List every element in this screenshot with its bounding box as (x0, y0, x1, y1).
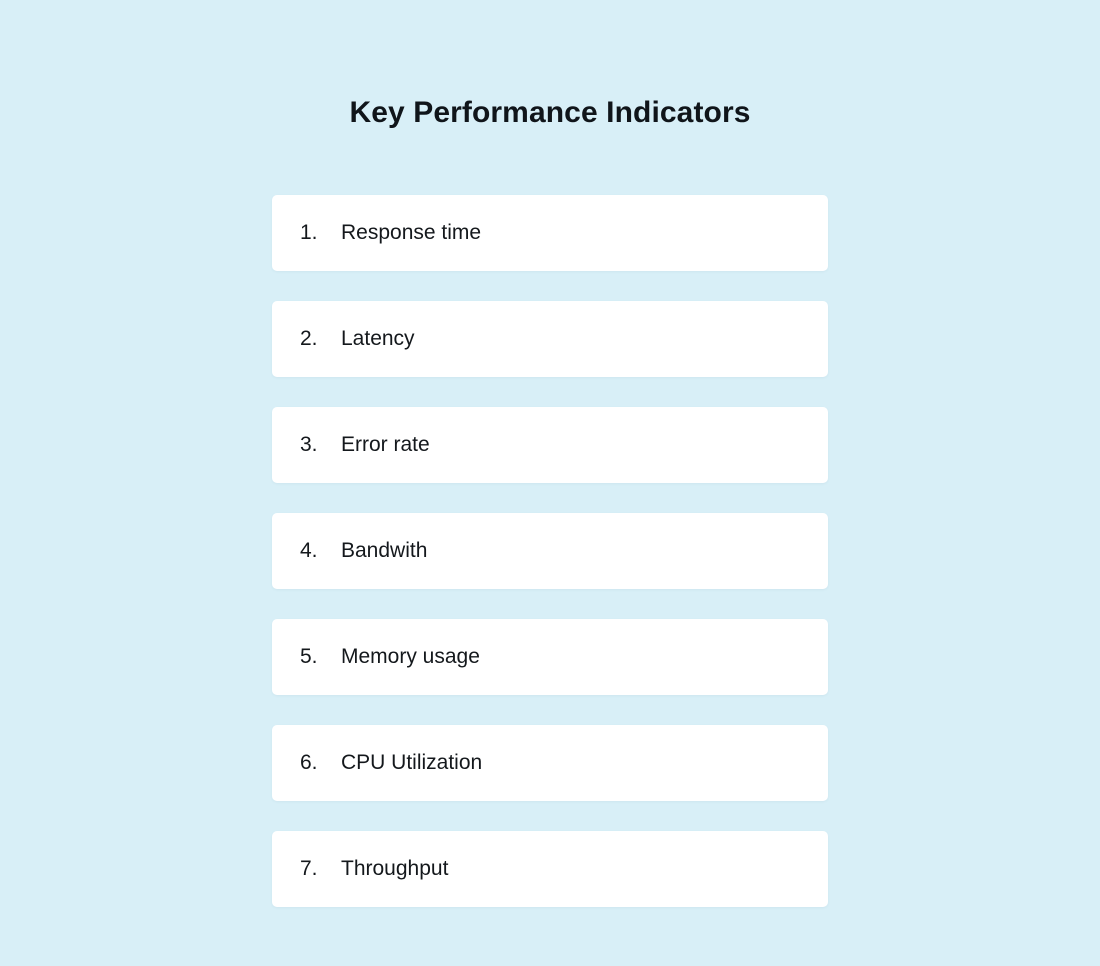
list-item-label: Memory usage (341, 645, 480, 668)
list-item-label: Throughput (341, 857, 449, 880)
list-item[interactable]: 4. Bandwith (272, 513, 828, 589)
list-item-number: 7. (300, 857, 318, 880)
list-item[interactable]: 5. Memory usage (272, 619, 828, 695)
list-item[interactable]: 2. Latency (272, 301, 828, 377)
list-item-label: Latency (341, 327, 415, 350)
list-item-number: 6. (300, 751, 318, 774)
list-item-label: Bandwith (341, 539, 428, 562)
page-title: Key Performance Indicators (349, 96, 751, 129)
list-item-label: Response time (341, 221, 482, 244)
list-item[interactable]: 6. CPU Utilization (272, 725, 828, 801)
list-item[interactable]: 1. Response time (272, 195, 828, 271)
list-item-number: 3. (300, 433, 318, 456)
list-item[interactable]: 7. Throughput (272, 831, 828, 907)
list-item-number: 2. (300, 327, 318, 350)
kpi-list: 1. Response time 2. Latency 3. Error rat… (272, 195, 828, 907)
list-item-number: 4. (300, 539, 318, 562)
list-item-number: 5. (300, 645, 318, 668)
list-item[interactable]: 3. Error rate (272, 407, 828, 483)
list-item-label: Error rate (341, 433, 430, 456)
list-item-label: CPU Utilization (341, 751, 483, 774)
list-item-number: 1. (300, 221, 318, 244)
